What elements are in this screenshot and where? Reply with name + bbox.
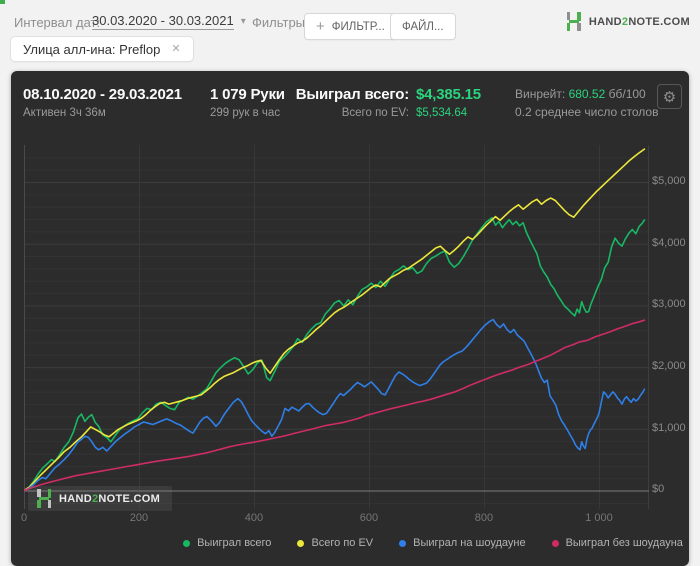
top-bar: Интервал дат: 30.03.2020 - 30.03.2021 ▾ … [0,0,700,66]
gear-icon: ⚙ [662,88,677,106]
date-interval-label: Интервал дат: [14,15,101,30]
x-tick-label: 200 [129,512,149,524]
stat-hands-block: 1 079 Руки 299 рук в час [210,86,285,119]
winrate-unit: бб/100 [608,87,646,101]
legend-label: Выиграл на шоудауне [413,537,526,549]
ev-total-value: $5,534.64 [416,107,468,119]
legend-label: Выиграл без шоудауна [565,537,683,549]
x-tick-label: 600 [359,512,379,524]
winrate-value: 680.52 [568,87,606,101]
legend-dot [297,539,305,547]
won-total-label: Выиграл всего: [295,86,409,103]
series-line-3 [24,319,646,492]
series-line-0 [24,217,646,492]
series-line-1 [24,148,646,492]
hand2note-logo[interactable]: HAND2NOTE.COM [565,12,690,31]
file-button[interactable]: ФАЙЛ... [390,13,456,40]
x-tick-label: 400 [244,512,264,524]
legend-dot [399,539,407,547]
series-line-2 [24,318,646,492]
x-tick-label: 800 [474,512,494,524]
legend-item-0[interactable]: Выиграл всего [183,537,271,549]
legend-dot [551,539,559,547]
y-tick-label: $5,000 [652,175,686,188]
y-tick-label: $3,000 [652,298,686,311]
x-tick-label: 0 [20,512,28,524]
close-icon[interactable]: ✕ [171,42,181,55]
y-tick-label: $2,000 [652,360,686,373]
legend-label: Выиграл всего [197,537,272,549]
hand2note-watermark-text: HAND2NOTE.COM [59,492,161,505]
stat-winnings-block: Выиграл всего: $4,385.15 Всего по EV: $5… [255,86,481,119]
tab-street-allin-preflop[interactable]: Улица алл-ина: Preflop ✕ [10,36,194,62]
winrate-label: Винрейт: [515,87,566,101]
won-total-value: $4,385.15 [416,86,481,103]
y-tick-label: $4,000 [652,236,686,249]
filters-label: Фильтры: [252,15,309,30]
stat-hands: 1 079 Руки [210,86,285,103]
stat-winrate-block: Винрейт: 680.52 бб/100 0.2 среднее число… [515,87,658,119]
add-filter-button[interactable]: + ФИЛЬТР... [304,13,397,40]
legend-item-1[interactable]: Всего по EV [297,537,373,549]
tab-label: Улица алл-ина: Preflop [23,41,161,57]
x-tick-label: 1 000 [585,512,613,524]
hand2note-logo-icon [565,12,583,31]
chart-legend: Выиграл всего Всего по EV Выиграл на шоуда… [94,537,689,549]
y-tick-label: $0 [652,483,665,496]
window-corner-mark [0,0,5,4]
date-range-value[interactable]: 30.03.2020 - 30.03.2021 [92,13,234,30]
legend-item-3[interactable]: Выиграл без шоудауна [551,537,683,549]
ev-total-label: Всего по EV: [341,107,409,119]
hand2note-logo-text: HAND2NOTE.COM [588,15,690,28]
settings-button[interactable]: ⚙ [657,84,682,109]
y-tick-label: $1,000 [652,421,686,434]
plus-icon: + [316,18,325,35]
stat-active-time: Активен 3ч 36м [23,107,106,119]
legend-dot [183,539,191,547]
winnings-chart[interactable] [24,145,649,509]
stat-date-range-block: 08.10.2020 - 29.03.2021 Активен 3ч 36м [23,86,182,119]
date-range-selector[interactable]: 30.03.2020 - 30.03.2021 ▾ [92,13,246,30]
avg-tables: 0.2 среднее число столов [515,105,659,119]
chevron-down-icon: ▾ [240,15,246,27]
stat-hands-per-hour: 299 рук в час [210,107,281,119]
report-panel: 08.10.2020 - 29.03.2021 Активен 3ч 36м 1… [11,71,689,566]
stat-date-range: 08.10.2020 - 29.03.2021 [23,86,182,103]
hand2note-watermark-icon [35,489,53,508]
chart-watermark: HAND2NOTE.COM [28,486,173,511]
legend-item-2[interactable]: Выиграл на шоудауне [399,537,526,549]
legend-label: Всего по EV [311,537,374,549]
add-filter-button-label: ФИЛЬТР... [331,20,385,33]
file-button-label: ФАЙЛ... [402,20,444,33]
